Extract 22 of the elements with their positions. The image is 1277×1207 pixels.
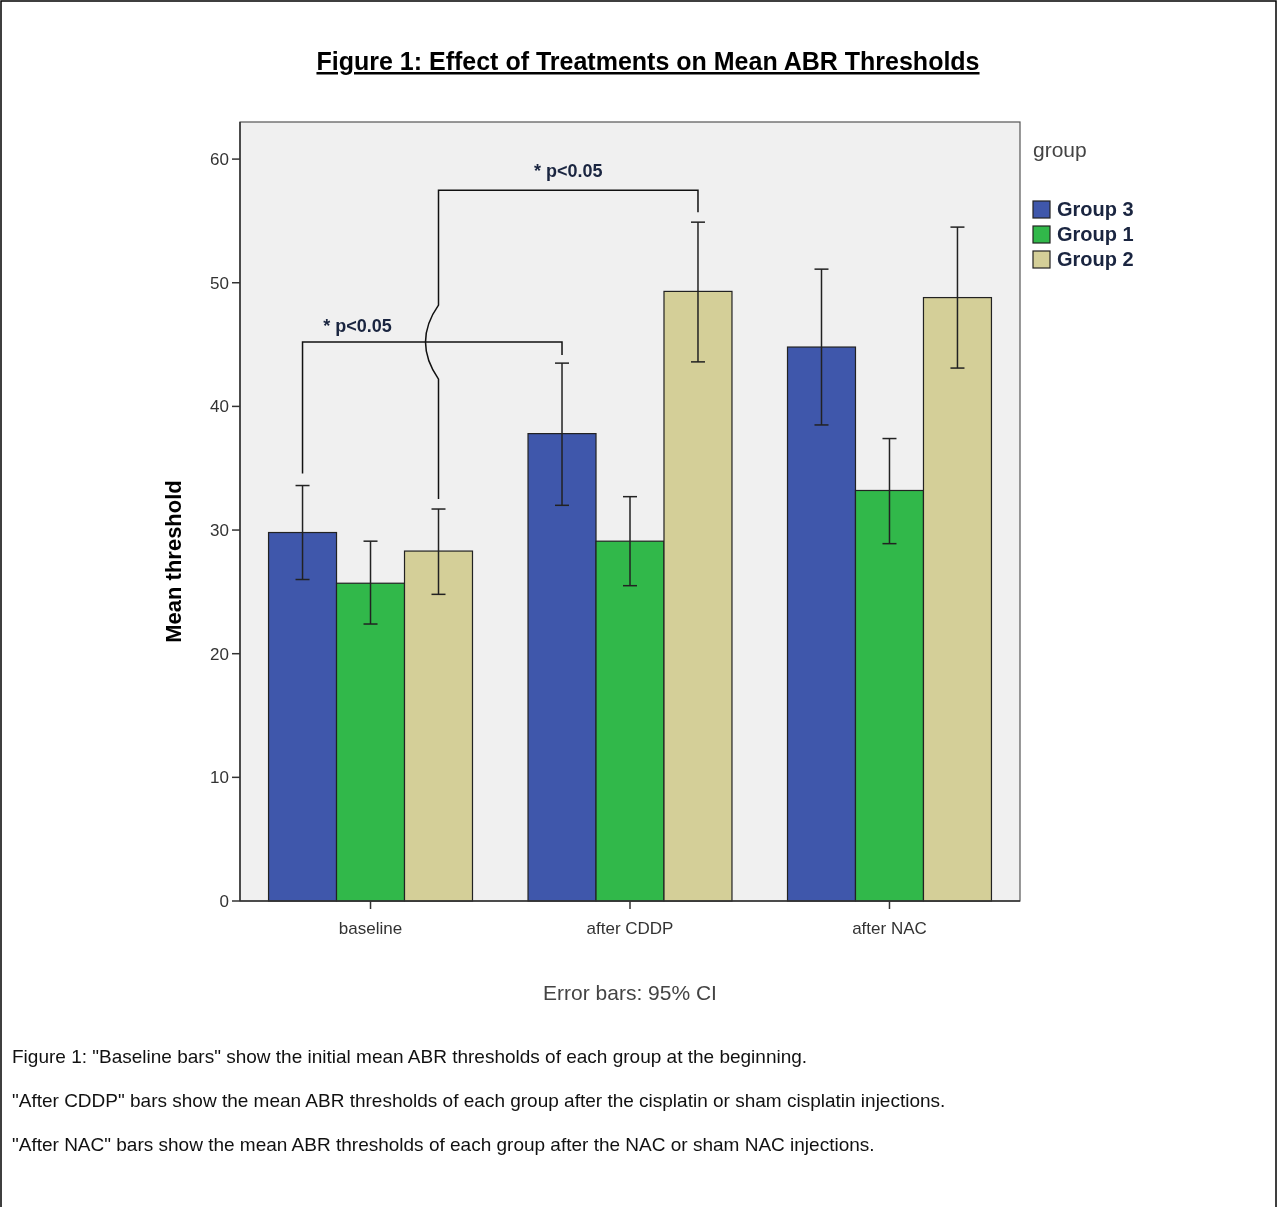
y-tick-label: 40: [210, 397, 229, 417]
y-tick-label: 10: [210, 768, 229, 788]
legend-label: Group 2: [1057, 248, 1134, 270]
text: "After NAC" bars show the mean ABR thresholds of each group after the NAC or sham NAC injections.: [12, 1134, 875, 1155]
y-tick-label: 30: [210, 521, 229, 540]
x-tick-label: baseline: [338, 919, 403, 938]
annotation: * p<0.05: [533, 161, 603, 182]
text: "After CDDP" bars show the mean ABR thresholds of each group after the cisplatin or sham cisplatin injections.: [12, 1090, 946, 1111]
annotation: * p<0.05: [323, 316, 392, 337]
y-tick-label: 0: [219, 891, 229, 911]
legend-title: group: [1033, 138, 1087, 161]
y-tick-label: 50: [210, 273, 229, 293]
legend-label: Group 1: [1057, 223, 1134, 245]
legend-label: Group 3: [1057, 198, 1134, 220]
y-tick-label: 60: [210, 150, 229, 170]
caption: Figure 1: "Baseline bars" show the initial mean ABR thresholds of each group at the beginning.: [12, 1046, 808, 1067]
chart-title: Figure 1: Effect of Treatments on Mean ABR Thresholds: [316, 47, 980, 75]
x-tick-label: after NAC: [852, 919, 927, 938]
text: Error bars: 95% CI: [543, 981, 717, 1004]
x-tick-label: after CDDP: [586, 919, 674, 938]
y-axis-title: Mean threshold: [161, 480, 186, 643]
y-tick-label: 20: [210, 644, 229, 664]
